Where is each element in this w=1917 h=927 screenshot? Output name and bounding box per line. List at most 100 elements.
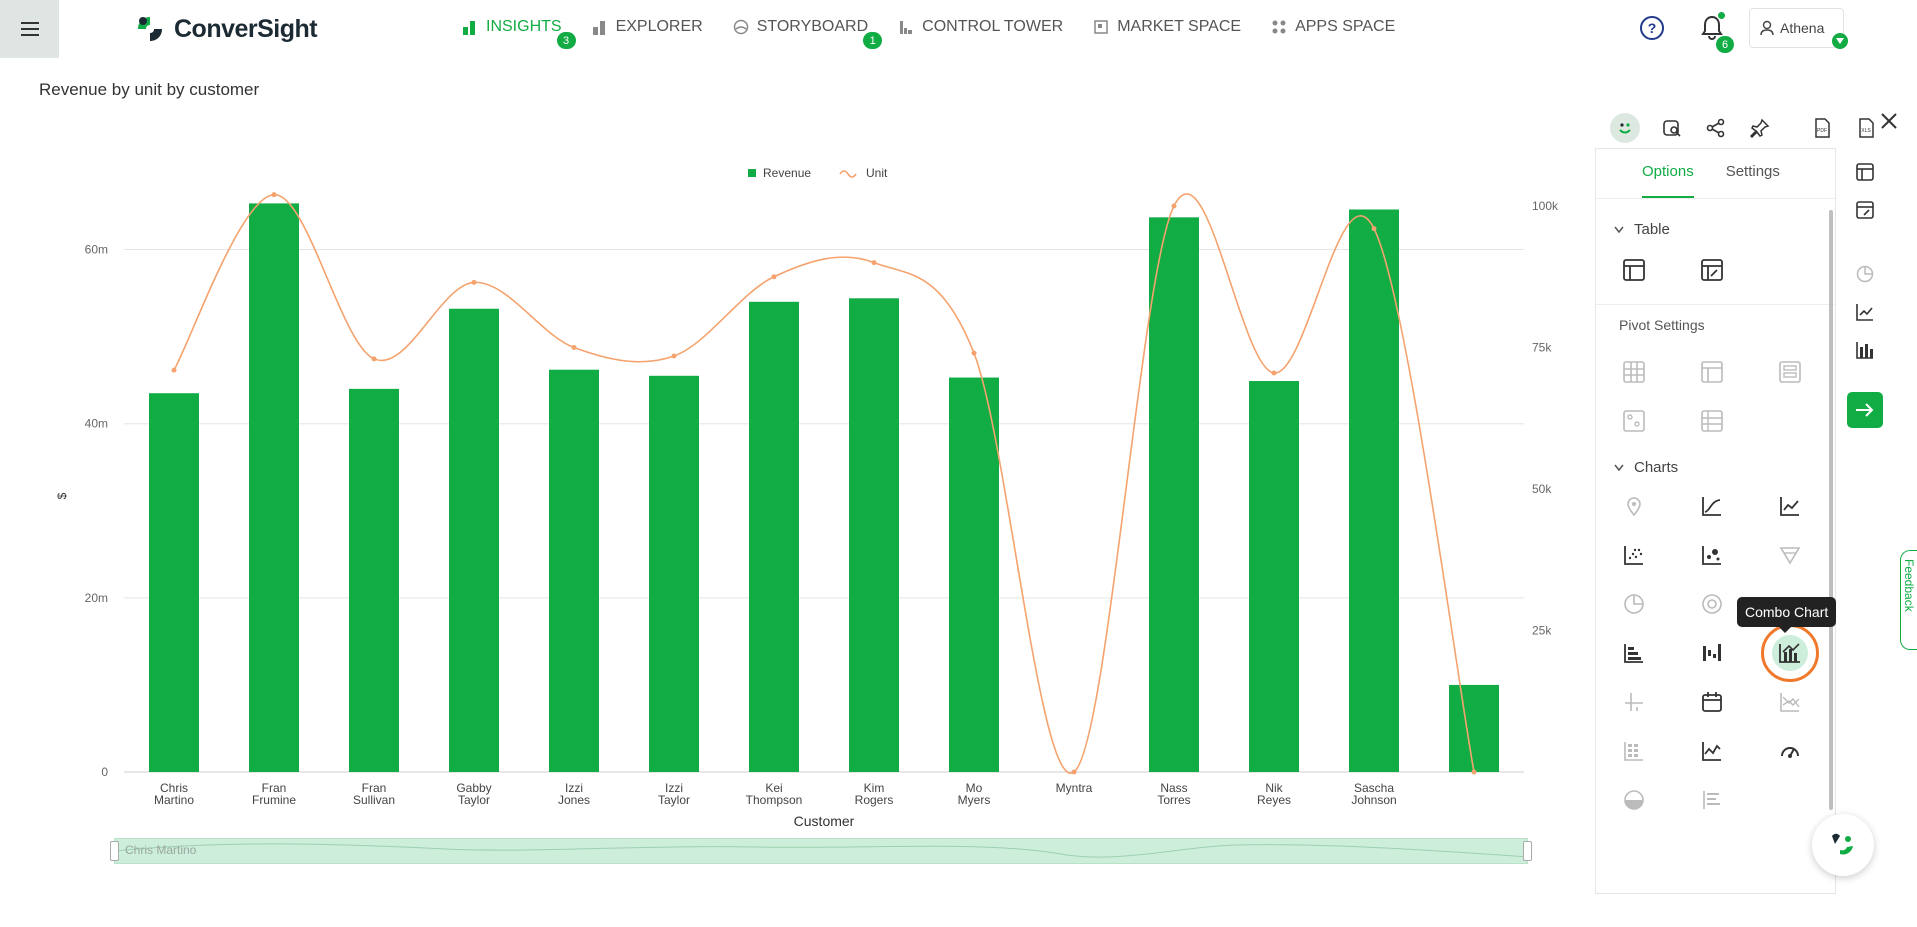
charts-section-label: Charts xyxy=(1634,459,1679,476)
cross-axis-icon[interactable] xyxy=(1616,684,1652,720)
notification-dot xyxy=(1718,12,1725,19)
calendar-icon[interactable] xyxy=(1694,684,1730,720)
bubble-chart-icon[interactable] xyxy=(1694,537,1730,573)
map-pin-icon[interactable] xyxy=(1616,488,1652,524)
export-excel-button[interactable]: XLS xyxy=(1854,116,1878,140)
table-section-header[interactable]: Table xyxy=(1596,221,1835,238)
zoom-handle-right[interactable] xyxy=(1523,841,1532,861)
bar-chart-icon xyxy=(1856,342,1873,359)
x-tick-label: Frumine xyxy=(252,793,296,807)
y-axis-label: $ xyxy=(55,492,69,499)
pie-chart-icon[interactable] xyxy=(1616,586,1652,622)
charts-section-header[interactable]: Charts xyxy=(1596,459,1835,476)
nav-apps-space[interactable]: APPS SPACE xyxy=(1271,18,1395,36)
nav-label: STORYBOARD xyxy=(756,18,869,35)
arrow-right-icon xyxy=(1856,403,1874,417)
hamburger-icon xyxy=(20,22,39,36)
revenue-bar xyxy=(949,377,999,772)
nav-insights[interactable]: INSIGHTS 3 xyxy=(462,18,576,49)
logo-text: ConverSight xyxy=(174,14,318,43)
pivot-table-icon[interactable] xyxy=(1694,354,1730,390)
assistant-bot-button[interactable] xyxy=(1812,814,1874,876)
funnel-chart-icon[interactable] xyxy=(1772,537,1808,573)
x-tick-label: Thompson xyxy=(746,793,803,807)
horizontal-bar-chart-icon[interactable] xyxy=(1616,635,1652,671)
heatmap-icon[interactable] xyxy=(1616,733,1652,769)
unit-point xyxy=(1271,370,1277,376)
rail-table-button[interactable] xyxy=(1853,160,1877,184)
top-bar: ConverSight INSIGHTS 3 EXPLORER STORYBOA… xyxy=(0,0,1917,58)
tab-settings[interactable]: Settings xyxy=(1725,163,1780,180)
pivot-grid-icon[interactable] xyxy=(1616,354,1652,390)
close-button[interactable] xyxy=(1880,112,1898,135)
chart-zoom-slider[interactable]: Chris Martino xyxy=(110,838,1532,864)
panel-tabs: Options Settings xyxy=(1596,149,1835,199)
notifications-button[interactable] xyxy=(1700,14,1724,47)
unit-point xyxy=(871,260,877,266)
zoom-handle-left[interactable] xyxy=(110,841,119,861)
revenue-bar xyxy=(649,375,699,772)
panel-scrollbar[interactable] xyxy=(1829,210,1833,810)
table-edit-icon[interactable] xyxy=(1694,252,1730,288)
curve-line-chart-icon[interactable] xyxy=(1694,488,1730,524)
svg-text:PDF: PDF xyxy=(1817,128,1827,134)
feedback-label: Feedback xyxy=(1902,559,1916,612)
combo-chart-tooltip: Combo Chart xyxy=(1737,597,1837,633)
nav-label: APPS SPACE xyxy=(1295,18,1396,35)
revenue-bar xyxy=(1349,209,1399,772)
pin-button[interactable] xyxy=(1748,116,1772,140)
waterfall-chart-icon[interactable] xyxy=(1694,635,1730,671)
nav-control-tower[interactable]: CONTROL TOWER xyxy=(898,18,1063,36)
pivot-list-icon[interactable] xyxy=(1694,403,1730,439)
nav-market-space[interactable]: MARKET SPACE xyxy=(1093,18,1241,36)
explorer-bars-icon xyxy=(592,21,605,35)
feedback-tab[interactable]: Feedback xyxy=(1900,550,1917,650)
rail-table-edit-button[interactable] xyxy=(1853,198,1877,222)
area-bar-chart-icon[interactable] xyxy=(1772,684,1808,720)
user-icon xyxy=(1760,20,1774,36)
rail-bar-button[interactable] xyxy=(1853,338,1877,362)
user-menu[interactable]: Athena xyxy=(1749,8,1848,49)
revenue-bar xyxy=(1149,217,1199,772)
database-search-icon xyxy=(1663,120,1681,137)
rail-pie-button[interactable] xyxy=(1853,262,1877,286)
x-tick-label: Martino xyxy=(154,793,194,807)
list-bar-icon[interactable] xyxy=(1694,782,1730,818)
x-tick-label: Taylor xyxy=(658,793,690,807)
scatter-plot-icon[interactable] xyxy=(1616,537,1652,573)
y-left-tick-label: 40m xyxy=(85,417,108,431)
insights-badge: 3 xyxy=(556,32,576,49)
apply-arrow-button[interactable] xyxy=(1847,392,1883,428)
rail-line-button[interactable] xyxy=(1853,300,1877,324)
donut-chart-icon[interactable] xyxy=(1694,586,1730,622)
y-left-tick-label: 0 xyxy=(101,765,108,779)
unit-point xyxy=(671,353,677,359)
x-tick-label: Gabby xyxy=(456,781,491,795)
hamburger-menu-button[interactable] xyxy=(0,0,59,58)
bar-chart-icon xyxy=(463,21,475,35)
unit-point xyxy=(471,279,477,285)
table-icon[interactable] xyxy=(1616,252,1652,288)
trend-line-chart-icon[interactable] xyxy=(1694,733,1730,769)
zoom-start-label: Chris Martino xyxy=(125,843,197,857)
pivot-filter-icon[interactable] xyxy=(1616,403,1652,439)
user-dropdown-caret[interactable] xyxy=(1832,33,1848,49)
options-panel: Options Settings Table Pivot Settings Ch… xyxy=(1595,148,1836,894)
share-button[interactable] xyxy=(1704,116,1728,140)
conversight-bot-button[interactable] xyxy=(1610,113,1640,143)
help-button[interactable]: ? xyxy=(1638,14,1666,47)
storyboard-badge: 1 xyxy=(863,32,883,49)
chart-toolbar: PDF XLS xyxy=(1610,113,1878,143)
combo-chart-icon[interactable] xyxy=(1761,624,1819,682)
nav-storyboard[interactable]: STORYBOARD 1 xyxy=(733,18,883,49)
progress-circle-icon[interactable] xyxy=(1616,782,1652,818)
tab-options[interactable]: Options xyxy=(1642,149,1694,198)
line-chart-icon[interactable] xyxy=(1772,488,1808,524)
pivot-rows-icon[interactable] xyxy=(1772,354,1808,390)
gauge-chart-icon[interactable] xyxy=(1772,733,1808,769)
app-logo[interactable]: ConverSight xyxy=(134,10,318,48)
nav-explorer[interactable]: EXPLORER xyxy=(592,18,703,36)
conversight-logo-icon xyxy=(138,17,162,41)
data-source-button[interactable] xyxy=(1660,116,1684,140)
export-pdf-button[interactable]: PDF xyxy=(1810,116,1834,140)
